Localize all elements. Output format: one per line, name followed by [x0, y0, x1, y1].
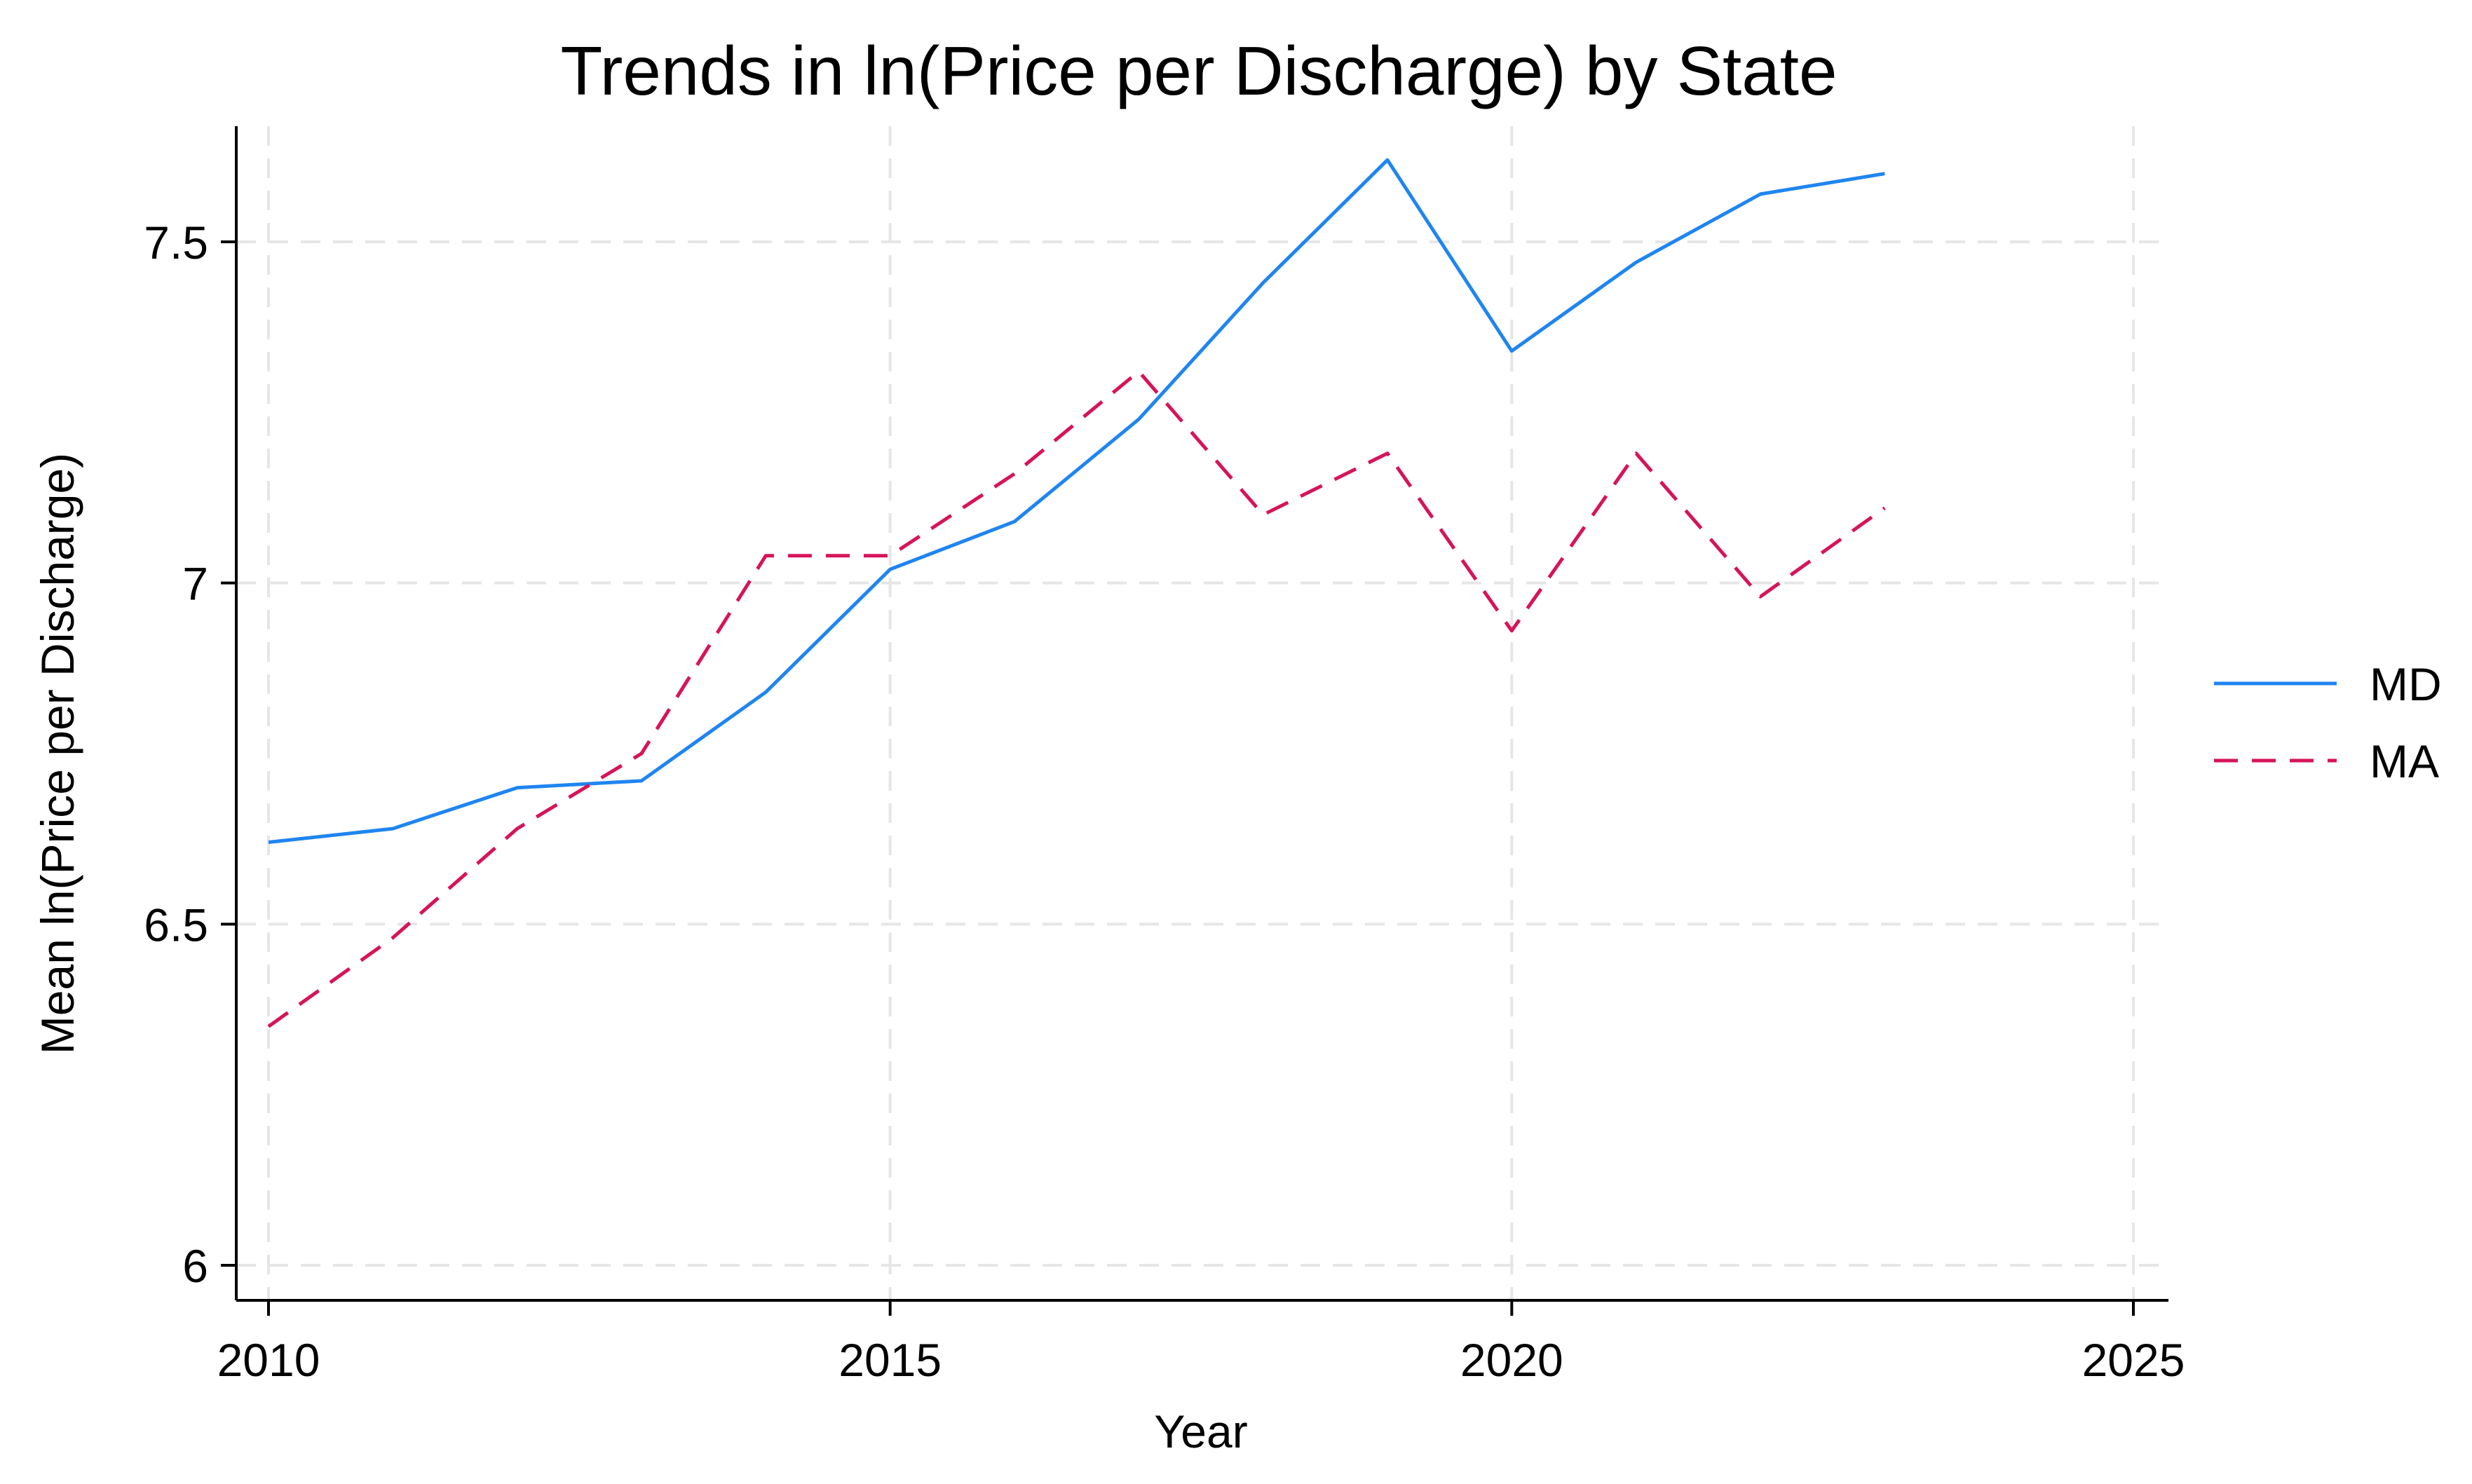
x-axis-label: Year — [1154, 1405, 1247, 1457]
series-lines — [267, 158, 1886, 1028]
x-tick-label: 2020 — [1460, 1334, 1563, 1386]
x-tick-label: 2025 — [2082, 1334, 2185, 1386]
legend: MD MA — [2214, 658, 2442, 787]
x-tick-label: 2010 — [217, 1334, 320, 1386]
x-tick-label: 2015 — [838, 1334, 942, 1386]
y-tick-label: 6.5 — [144, 899, 208, 951]
y-tick-label: 7.5 — [144, 217, 208, 268]
y-tick-label: 7 — [182, 558, 208, 610]
legend-label-ma: MA — [2370, 735, 2439, 787]
legend-label-md: MD — [2370, 658, 2442, 710]
y-axis-label: Mean ln(Price per Discharge) — [32, 453, 83, 1054]
series-line-md — [268, 158, 1885, 844]
chart-title: Trends in ln(Price per Discharge) by Sta… — [561, 32, 1838, 109]
series-line-ma — [267, 369, 1886, 1028]
y-tick-label: 6 — [182, 1240, 208, 1292]
grid-lines — [236, 126, 2168, 1300]
axis-ticks: 2010 2015 2020 2025 6 6.5 7 7.5 — [144, 217, 2185, 1386]
